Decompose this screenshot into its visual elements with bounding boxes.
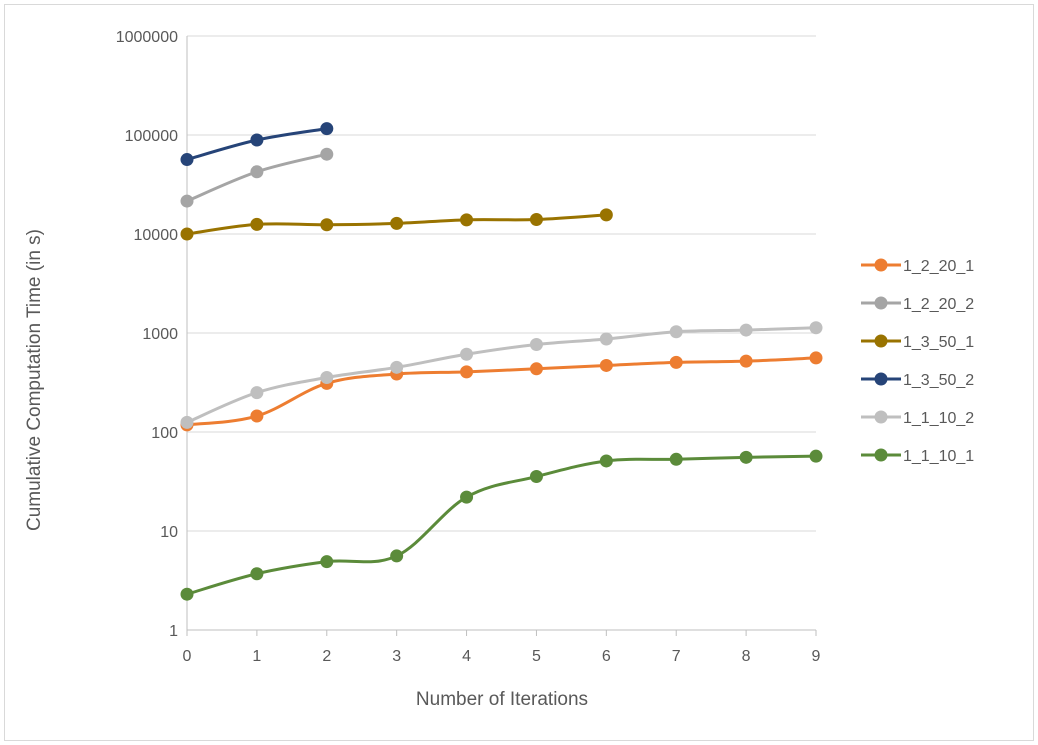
y-tick-label: 1 bbox=[169, 623, 178, 640]
legend-marker bbox=[874, 410, 888, 424]
data-point bbox=[529, 213, 543, 227]
series-line bbox=[185, 356, 818, 427]
y-tick-label: 1000 bbox=[142, 326, 178, 343]
data-point bbox=[320, 147, 334, 161]
legend-label: 1_3_50_1 bbox=[903, 334, 974, 351]
series-1_3_50_1 bbox=[180, 208, 613, 241]
legend: 1_2_20_1 1_2_20_2 1_3_50_1 1_3_50_2 1_1_10_2… bbox=[861, 258, 974, 465]
data-point bbox=[390, 216, 404, 230]
legend-item: 1_1_10_1 bbox=[861, 448, 974, 465]
data-point bbox=[250, 386, 264, 400]
data-point bbox=[739, 354, 753, 368]
data-point bbox=[739, 323, 753, 337]
legend-item: 1_2_20_2 bbox=[861, 296, 974, 313]
y-tick-label: 10000 bbox=[134, 227, 179, 244]
data-point bbox=[320, 122, 334, 136]
data-point bbox=[599, 358, 613, 372]
x-tick-label: 1 bbox=[252, 648, 261, 665]
data-point bbox=[460, 490, 474, 504]
legend-label: 1_2_20_2 bbox=[903, 296, 974, 313]
legend-label: 1_2_20_1 bbox=[903, 258, 974, 275]
data-point bbox=[390, 360, 404, 374]
data-point bbox=[180, 153, 194, 167]
x-tick-label: 3 bbox=[392, 648, 401, 665]
data-point bbox=[669, 325, 683, 339]
legend-item: 1_1_10_2 bbox=[861, 410, 974, 427]
x-tick-label: 7 bbox=[672, 648, 681, 665]
data-point bbox=[320, 555, 334, 569]
data-point bbox=[739, 450, 753, 464]
x-tick-label: 6 bbox=[602, 648, 611, 665]
data-point bbox=[599, 332, 613, 346]
data-point bbox=[250, 567, 264, 581]
data-point bbox=[180, 227, 194, 241]
data-point bbox=[460, 347, 474, 361]
data-point bbox=[529, 338, 543, 352]
legend-marker bbox=[874, 448, 888, 462]
series-1_2_20_1 bbox=[180, 351, 823, 432]
series-1_1_10_1 bbox=[180, 449, 823, 601]
data-point bbox=[809, 351, 823, 365]
data-point bbox=[809, 449, 823, 463]
data-point bbox=[250, 165, 264, 179]
data-point bbox=[460, 213, 474, 227]
y-tick-label: 100000 bbox=[125, 128, 178, 145]
chart-frame bbox=[4, 4, 1034, 741]
y-tick-label: 1000000 bbox=[116, 29, 178, 46]
series-1_3_50_2 bbox=[180, 122, 334, 167]
data-point bbox=[180, 415, 194, 429]
x-axis-title: Number of Iterations bbox=[416, 689, 588, 710]
series-line bbox=[185, 326, 818, 424]
legend-marker bbox=[874, 296, 888, 310]
data-point bbox=[250, 133, 264, 147]
series-line bbox=[185, 454, 818, 596]
legend-label: 1_1_10_1 bbox=[903, 448, 974, 465]
data-point bbox=[460, 365, 474, 379]
data-point bbox=[320, 218, 334, 232]
x-tick-label: 8 bbox=[742, 648, 751, 665]
data-point bbox=[320, 371, 334, 385]
series-1_1_10_2 bbox=[180, 321, 823, 429]
x-tick-label: 9 bbox=[812, 648, 821, 665]
legend-label: 1_3_50_2 bbox=[903, 372, 974, 389]
data-point bbox=[669, 452, 683, 466]
legend-item: 1_2_20_1 bbox=[861, 258, 974, 275]
series-1_2_20_2 bbox=[180, 147, 334, 208]
legend-label: 1_1_10_2 bbox=[903, 410, 974, 427]
legend-marker bbox=[874, 334, 888, 348]
y-tick-label: 10 bbox=[160, 524, 178, 541]
data-point bbox=[180, 587, 194, 601]
legend-item: 1_3_50_2 bbox=[861, 372, 974, 389]
data-point bbox=[250, 217, 264, 231]
data-point bbox=[599, 454, 613, 468]
y-tick-label: 100 bbox=[151, 425, 178, 442]
data-point bbox=[390, 549, 404, 563]
data-point bbox=[669, 355, 683, 369]
x-tick-label: 4 bbox=[462, 648, 471, 665]
data-point bbox=[529, 362, 543, 376]
legend-item: 1_3_50_1 bbox=[861, 334, 974, 351]
x-tick-label: 5 bbox=[532, 648, 541, 665]
legend-marker bbox=[874, 372, 888, 386]
series-lines bbox=[180, 122, 823, 601]
x-tick-label: 2 bbox=[322, 648, 331, 665]
data-point bbox=[599, 208, 613, 222]
data-point bbox=[250, 409, 264, 423]
data-point bbox=[180, 194, 194, 208]
data-point bbox=[529, 470, 543, 484]
x-tick-label: 0 bbox=[183, 648, 192, 665]
y-axis-title: Cumulative Computation Time (in s) bbox=[24, 229, 45, 531]
data-point bbox=[809, 321, 823, 335]
legend-marker bbox=[874, 258, 888, 272]
